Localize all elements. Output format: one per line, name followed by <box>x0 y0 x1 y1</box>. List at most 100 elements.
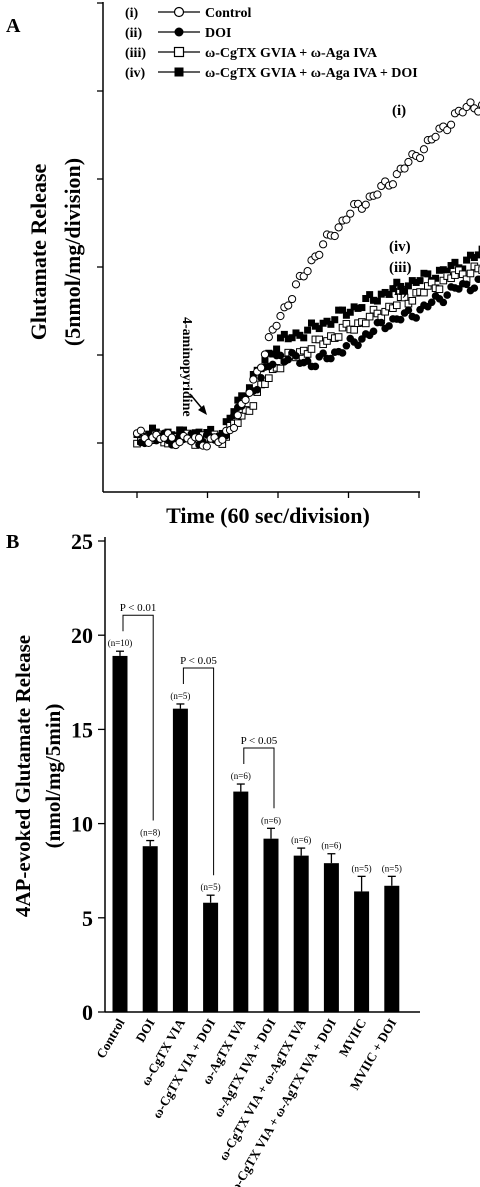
bar <box>142 846 158 1012</box>
data-point <box>392 169 401 179</box>
data-point <box>288 334 296 342</box>
data-point <box>432 274 440 282</box>
legend-roman: (ii) <box>125 26 142 41</box>
data-point <box>388 180 398 189</box>
data-point <box>300 334 308 342</box>
data-point <box>350 303 358 311</box>
bar <box>293 855 309 1012</box>
data-point <box>249 375 258 384</box>
n-label: (n=5) <box>201 882 221 892</box>
data-point <box>176 426 184 434</box>
data-point <box>466 98 475 107</box>
bar <box>172 708 188 1012</box>
data-point <box>439 276 448 285</box>
y-axis-label-b-line1: 4AP-evoked Glutamate Release <box>11 635 35 917</box>
data-point <box>260 350 270 359</box>
data-point <box>304 326 312 334</box>
data-point <box>330 231 339 241</box>
data-point <box>335 306 343 314</box>
data-point <box>435 266 443 274</box>
data-point <box>463 256 471 264</box>
legend-marker-filled-circle <box>174 27 184 37</box>
category-label: DOI <box>133 1016 158 1045</box>
data-point <box>419 145 429 154</box>
legend-text: ω-CgTX GVIA + ω-Aga IVA + DOI <box>205 66 418 81</box>
data-point <box>373 190 382 199</box>
panel-b-label: B <box>6 531 19 553</box>
data-point <box>392 301 401 310</box>
y-axis-label-a-line1: Glutamate Release <box>26 163 51 340</box>
data-point <box>276 364 285 373</box>
legend-text: ω-CgTX GVIA + ω-Aga IVA <box>205 46 378 61</box>
data-point <box>264 333 273 342</box>
x-ticks-a <box>136 492 420 498</box>
data-point <box>276 311 285 321</box>
legend-marker-open-circle <box>173 6 185 18</box>
data-point <box>307 345 316 353</box>
y-tick-label-b: 0 <box>82 1000 93 1025</box>
data-point <box>466 251 474 259</box>
data-point <box>315 335 324 344</box>
significance-brackets: P < 0.01 P < 0.05 P < 0.05 <box>120 602 278 876</box>
data-point <box>412 278 420 286</box>
n-label: (n=5) <box>382 863 402 873</box>
bar <box>203 902 219 1012</box>
data-point <box>191 429 199 437</box>
data-point <box>291 280 301 289</box>
data-point <box>256 363 266 372</box>
legend-roman: (i) <box>125 6 139 21</box>
legend-item-cgtx-aga: (iii) ω-CgTX GVIA + ω-Aga IVA <box>125 46 378 61</box>
data-point <box>234 419 242 427</box>
data-point <box>303 267 312 276</box>
p-value-label: P < 0.05 <box>180 655 217 667</box>
data-point <box>435 285 444 294</box>
data-point <box>396 315 405 324</box>
data-point <box>327 320 335 328</box>
n-label: (n=6) <box>231 771 251 781</box>
y-tick-label-b: 15 <box>71 717 93 742</box>
data-point <box>474 264 480 273</box>
legend-roman: (iii) <box>125 46 146 61</box>
data-point <box>167 433 176 442</box>
data-point <box>346 209 355 218</box>
data-point <box>415 153 425 163</box>
data-point <box>338 349 347 357</box>
data-point <box>377 318 386 327</box>
data-point <box>400 164 409 173</box>
n-label: (n=10) <box>108 638 133 648</box>
data-point <box>420 288 428 297</box>
legend-item-doi: (ii) DOI <box>125 26 231 41</box>
legend-text: DOI <box>205 26 231 41</box>
data-point <box>323 317 331 325</box>
series-open-square <box>133 262 480 449</box>
data-point <box>292 352 300 360</box>
p-value-label: P < 0.01 <box>120 602 157 614</box>
data-point <box>292 329 300 337</box>
data-point <box>202 442 211 451</box>
data-point <box>288 294 297 304</box>
data-point <box>381 288 389 296</box>
data-point <box>245 407 254 415</box>
data-point <box>455 266 463 275</box>
n-label: (n=5) <box>352 863 372 873</box>
data-point <box>373 297 381 305</box>
data-point <box>315 325 323 333</box>
data-point <box>458 270 467 279</box>
y-ticks-b: 0 5 10 15 20 25 <box>71 529 105 1025</box>
p-value-label: P < 0.05 <box>241 735 278 747</box>
axes-a <box>97 2 420 498</box>
data-point <box>327 354 335 363</box>
series-open-circle <box>132 98 480 451</box>
data-point <box>334 333 343 341</box>
data-point <box>451 271 459 279</box>
n-label: (n=6) <box>291 835 311 845</box>
data-point <box>369 327 378 336</box>
significance-bracket <box>182 667 215 876</box>
data-point <box>276 351 285 360</box>
y-ticks-a <box>97 2 103 444</box>
bar <box>233 791 249 1012</box>
n-label: (n=6) <box>261 815 281 825</box>
bar <box>354 891 370 1012</box>
